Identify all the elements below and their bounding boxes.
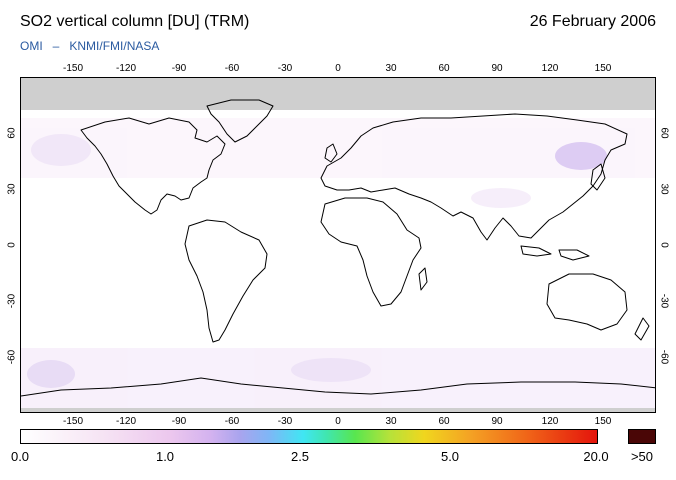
lon-tick-bottom: -90 — [171, 416, 187, 427]
antarctic-no-data — [21, 408, 655, 412]
coast-madagascar — [418, 267, 428, 291]
lat-tick-left: -30 — [6, 293, 18, 309]
coastlines — [21, 99, 655, 397]
lon-tick-bottom: -30 — [277, 416, 293, 427]
lon-tick-bottom: -150 — [62, 416, 84, 427]
coast-south-america — [184, 219, 268, 343]
credit-instrument: OMI — [20, 39, 43, 53]
coast-new-zealand — [634, 317, 650, 341]
world-map — [20, 77, 656, 413]
lon-tick-top: 150 — [594, 63, 612, 74]
coast-japan — [590, 163, 606, 191]
lon-tick-bottom: -120 — [115, 416, 137, 427]
lon-tick-top: -60 — [224, 63, 240, 74]
credit-separator: – — [52, 39, 60, 53]
colorbar-label: 5.0 — [440, 449, 460, 464]
lat-tick-right: -30 — [658, 293, 670, 309]
coast-indonesia — [520, 245, 590, 261]
so2-background-noise — [21, 118, 655, 412]
arctic-no-data — [21, 78, 655, 110]
colorbar-label: 1.0 — [155, 449, 175, 464]
lon-tick-bottom: 90 — [491, 416, 503, 427]
lat-tick-left: 60 — [6, 127, 18, 139]
lon-tick-top: 120 — [541, 63, 559, 74]
colorbar-gradient — [20, 429, 598, 444]
lon-tick-top: -150 — [62, 63, 84, 74]
map-canvas — [21, 78, 655, 412]
coast-antarctica — [21, 377, 655, 397]
lon-tick-top: -120 — [115, 63, 137, 74]
lon-tick-top: 60 — [438, 63, 450, 74]
credit-institutions: KNMI/FMI/NASA — [69, 39, 160, 53]
lon-tick-bottom: 30 — [385, 416, 397, 427]
lat-tick-right: 60 — [658, 127, 670, 139]
colorbar-overflow-swatch — [628, 429, 656, 444]
lon-tick-bottom: 60 — [438, 416, 450, 427]
coast-uk — [324, 143, 338, 163]
colorbar-over-label: >50 — [630, 449, 654, 464]
lon-tick-top: 0 — [335, 63, 341, 74]
coast-greenland — [206, 99, 274, 143]
lon-tick-top: -90 — [171, 63, 187, 74]
coast-eurasia — [320, 113, 628, 241]
lat-tick-right: -60 — [658, 349, 670, 365]
data-credit: OMI – KNMI/FMI/NASA — [20, 39, 159, 53]
lat-tick-left: 30 — [6, 183, 18, 195]
lat-tick-right: 30 — [658, 183, 670, 195]
coast-australia — [546, 273, 628, 331]
lon-tick-bottom: 0 — [335, 416, 341, 427]
lon-tick-bottom: -60 — [224, 416, 240, 427]
lat-tick-left: 0 — [6, 242, 18, 248]
lon-tick-bottom: 120 — [541, 416, 559, 427]
lon-tick-top: 30 — [385, 63, 397, 74]
coast-north-america — [80, 117, 226, 215]
lon-tick-top: 90 — [491, 63, 503, 74]
colorbar-label: 20.0 — [583, 449, 609, 464]
map-date: 26 February 2006 — [529, 13, 656, 30]
lat-tick-left: -60 — [6, 349, 18, 365]
lat-tick-right: 0 — [658, 242, 670, 248]
lon-tick-top: -30 — [277, 63, 293, 74]
colorbar-label: 0.0 — [10, 449, 30, 464]
colorbar-label: 2.5 — [290, 449, 310, 464]
lon-tick-bottom: 150 — [594, 416, 612, 427]
coast-africa — [320, 197, 422, 307]
map-title: SO2 vertical column [DU] (TRM) — [20, 13, 250, 30]
